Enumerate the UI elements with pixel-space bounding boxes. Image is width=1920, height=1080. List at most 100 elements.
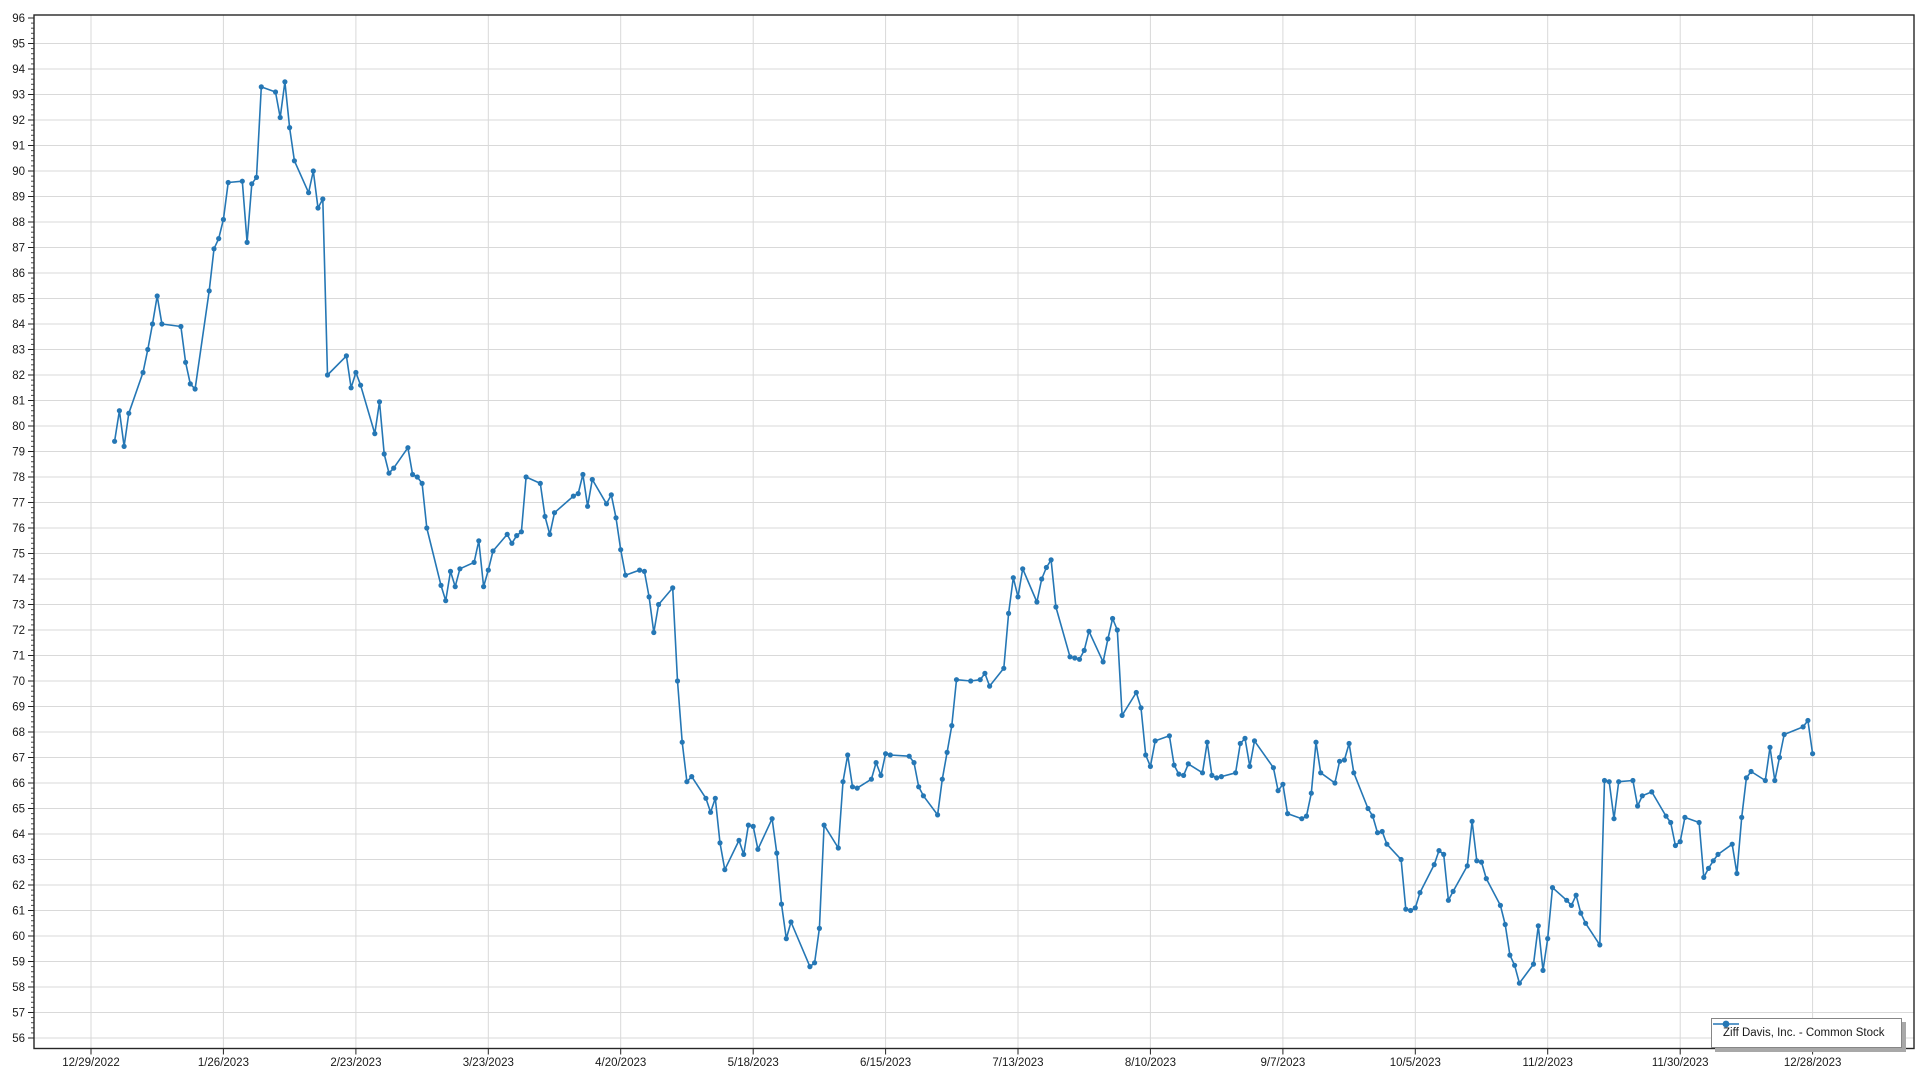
data-point-marker: [457, 566, 463, 572]
y-tick-label: 89: [12, 192, 25, 204]
data-point-marker: [570, 493, 577, 499]
data-point-marker: [1701, 874, 1707, 881]
data-point-marker: [712, 795, 718, 801]
data-point-marker: [1337, 758, 1343, 764]
data-point-marker: [1270, 765, 1276, 771]
x-tick-label: 11/2/2023: [1523, 1057, 1573, 1069]
data-point-marker: [1478, 859, 1485, 865]
data-point-marker: [1346, 740, 1352, 747]
data-point-marker: [1630, 777, 1636, 784]
data-point-marker: [343, 353, 349, 359]
y-tick-label: 67: [12, 753, 25, 765]
data-point-marker: [537, 480, 543, 486]
data-point-marker: [1308, 790, 1314, 796]
y-tick-label: 68: [12, 727, 25, 739]
y-tick-label: 71: [12, 651, 25, 663]
data-point-marker: [1053, 604, 1059, 610]
data-point-marker: [1332, 780, 1338, 786]
data-point-marker: [637, 567, 643, 573]
data-point-marker: [935, 812, 941, 818]
data-point-marker: [679, 739, 685, 745]
data-point-marker: [1800, 724, 1806, 730]
data-point-marker: [575, 491, 581, 497]
data-point-marker: [481, 584, 487, 590]
data-point-marker: [1535, 923, 1541, 929]
data-point-marker: [154, 293, 160, 299]
data-point-marker: [1209, 772, 1215, 779]
data-point-marker: [1237, 740, 1243, 747]
y-tick-label: 75: [12, 549, 25, 561]
data-point-marker: [1583, 920, 1589, 926]
y-tick-label: 79: [12, 447, 25, 459]
y-tick-label: 92: [12, 115, 25, 127]
data-point-marker: [1072, 655, 1078, 661]
data-point-marker: [253, 174, 260, 180]
data-point-marker: [126, 410, 132, 416]
x-tick-label: 10/5/2023: [1390, 1057, 1441, 1069]
x-tick-label: 11/30/2023: [1652, 1057, 1709, 1069]
data-point-marker: [1214, 775, 1220, 781]
data-point-marker: [1105, 636, 1111, 642]
data-point-marker: [1086, 628, 1092, 634]
data-point-marker: [849, 784, 856, 790]
data-point-marker: [1573, 892, 1579, 898]
data-point-marker: [1611, 816, 1617, 822]
data-point-marker: [603, 501, 610, 507]
data-point-marker: [1568, 902, 1574, 909]
data-point-marker: [1280, 781, 1286, 787]
data-point-marker: [1474, 858, 1480, 864]
legend-series-label: Ziff Davis, Inc. - Common Stock: [1723, 1027, 1885, 1039]
y-tick-label: 82: [12, 370, 25, 382]
data-point-marker: [183, 359, 189, 365]
data-point-marker: [1299, 816, 1305, 822]
data-point-marker: [1001, 665, 1007, 671]
y-tick-label: 72: [12, 625, 25, 637]
data-point-marker: [1048, 557, 1054, 563]
data-point-marker: [1351, 770, 1357, 776]
data-point-marker: [982, 670, 988, 677]
data-point-marker: [1450, 888, 1456, 895]
data-point-marker: [116, 408, 122, 414]
data-point-marker: [854, 785, 860, 791]
data-point-marker: [216, 236, 222, 242]
y-tick-label: 65: [12, 804, 25, 816]
data-point-marker: [509, 540, 515, 546]
data-point-marker: [1408, 907, 1414, 914]
x-tick-label: 6/15/2023: [860, 1057, 911, 1069]
data-point-marker: [783, 936, 789, 942]
data-point-marker: [1810, 751, 1816, 757]
data-point-marker: [1772, 777, 1778, 784]
data-point-marker: [873, 760, 879, 766]
data-point-marker: [1606, 779, 1612, 785]
data-point-marker: [1176, 771, 1182, 777]
data-point-marker: [1006, 610, 1012, 617]
data-point-marker: [1483, 876, 1489, 882]
data-point-marker: [220, 216, 226, 223]
data-point-marker: [878, 772, 884, 779]
data-point-marker: [1497, 902, 1503, 909]
data-point-marker: [291, 158, 297, 164]
data-point-marker: [542, 513, 548, 520]
data-point-marker: [1034, 599, 1040, 605]
y-tick-label: 74: [12, 574, 25, 586]
data-point-marker: [1530, 961, 1537, 967]
data-point-marker: [1805, 717, 1811, 724]
data-point-marker: [1181, 772, 1187, 779]
data-point-marker: [1564, 897, 1570, 903]
legend: Ziff Davis, Inc. - Common Stock: [1711, 1018, 1902, 1048]
data-point-marker: [1218, 774, 1224, 780]
data-point-marker: [1412, 905, 1418, 911]
data-point-marker: [1152, 738, 1158, 744]
data-point-marker: [1540, 967, 1546, 974]
x-tick-label: 5/18/2023: [728, 1057, 779, 1069]
data-point-marker: [485, 567, 491, 573]
y-tick-label: 85: [12, 294, 25, 306]
data-point-marker: [452, 584, 458, 590]
data-point-marker: [1067, 654, 1073, 660]
data-point-marker: [140, 369, 146, 376]
y-tick-label: 83: [12, 345, 25, 357]
data-point-marker: [1233, 770, 1239, 776]
data-point-marker: [689, 774, 695, 780]
data-point-marker: [722, 867, 728, 873]
